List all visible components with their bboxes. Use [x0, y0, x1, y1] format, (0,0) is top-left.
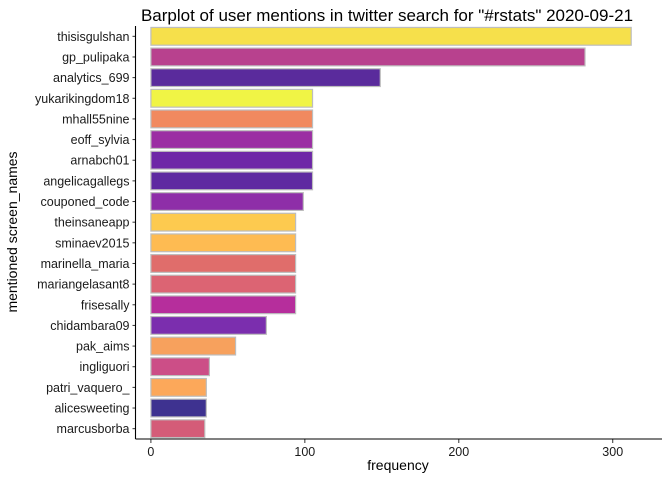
- bar-angelicagallegs: [150, 171, 314, 191]
- chart-title: Barplot of user mentions in twitter sear…: [141, 6, 633, 25]
- bar-analytics_699: [150, 68, 381, 88]
- y-tick-label: thisisgulshan: [57, 30, 129, 44]
- y-axis-title: mentioned screen_names: [4, 151, 20, 312]
- x-tick-label: 0: [147, 445, 154, 459]
- x-tick-label: 300: [602, 445, 623, 459]
- y-tick-label: theinsaneapp: [54, 216, 129, 230]
- bar-arnabch01: [150, 150, 314, 170]
- bar-patri_vaquero_: [150, 377, 207, 397]
- y-tick-label: gp_pulipaka: [62, 50, 129, 64]
- y-tick-label: mhall55nine: [62, 112, 129, 126]
- bar-eoff_sylvia: [150, 130, 314, 150]
- y-tick-label: eoff_sylvia: [71, 133, 130, 147]
- y-tick-label: arnabch01: [70, 154, 129, 168]
- y-tick-label: couponed_code: [41, 195, 130, 209]
- y-tick-label: frisesally: [81, 298, 130, 312]
- x-tick-label: 100: [294, 445, 315, 459]
- bars-group: [150, 26, 632, 439]
- bar-alicesweeting: [150, 398, 207, 418]
- bar-marcusborba: [150, 419, 206, 439]
- x-axis-title: frequency: [367, 457, 428, 473]
- bar-gp_pulipaka: [150, 47, 586, 67]
- y-tick-label: patri_vaquero_: [46, 381, 130, 395]
- y-tick-label: chidambara09: [50, 319, 129, 333]
- bar-pak_aims: [150, 336, 237, 356]
- bar-chidambara09: [150, 315, 267, 335]
- bar-yukarikingdom18: [150, 88, 314, 108]
- bar-frisesally: [150, 295, 297, 315]
- bar-marinella_maria: [150, 253, 297, 273]
- y-tick-label: analytics_699: [53, 71, 129, 85]
- y-tick-label: yukarikingdom18: [35, 92, 130, 106]
- bar-sminaev2015: [150, 233, 297, 253]
- y-tick-label: marinella_maria: [41, 257, 130, 271]
- bar-mhall55nine: [150, 109, 314, 129]
- bar-ingliguori: [150, 357, 210, 377]
- y-tick-label: mariangelasant8: [37, 278, 129, 292]
- y-tick-label: sminaev2015: [55, 236, 129, 250]
- y-tick-label: pak_aims: [76, 340, 130, 354]
- bar-mariangelasant8: [150, 274, 297, 294]
- bar-theinsaneapp: [150, 212, 297, 232]
- y-tick-label: alicesweeting: [54, 402, 129, 416]
- y-tick-labels: thisisgulshan gp_pulipaka analytics_699yuk…: [35, 30, 136, 436]
- y-tick-label: marcusborba: [57, 422, 130, 436]
- x-tick-label: 200: [448, 445, 469, 459]
- x-axis: 0 100 200 300: [147, 439, 623, 459]
- bar-thisisgulshan: [150, 26, 632, 46]
- y-tick-label: angelicagallegs: [43, 174, 129, 188]
- y-tick-label: ingliguori: [79, 360, 129, 374]
- bar-couponed_code: [150, 192, 304, 212]
